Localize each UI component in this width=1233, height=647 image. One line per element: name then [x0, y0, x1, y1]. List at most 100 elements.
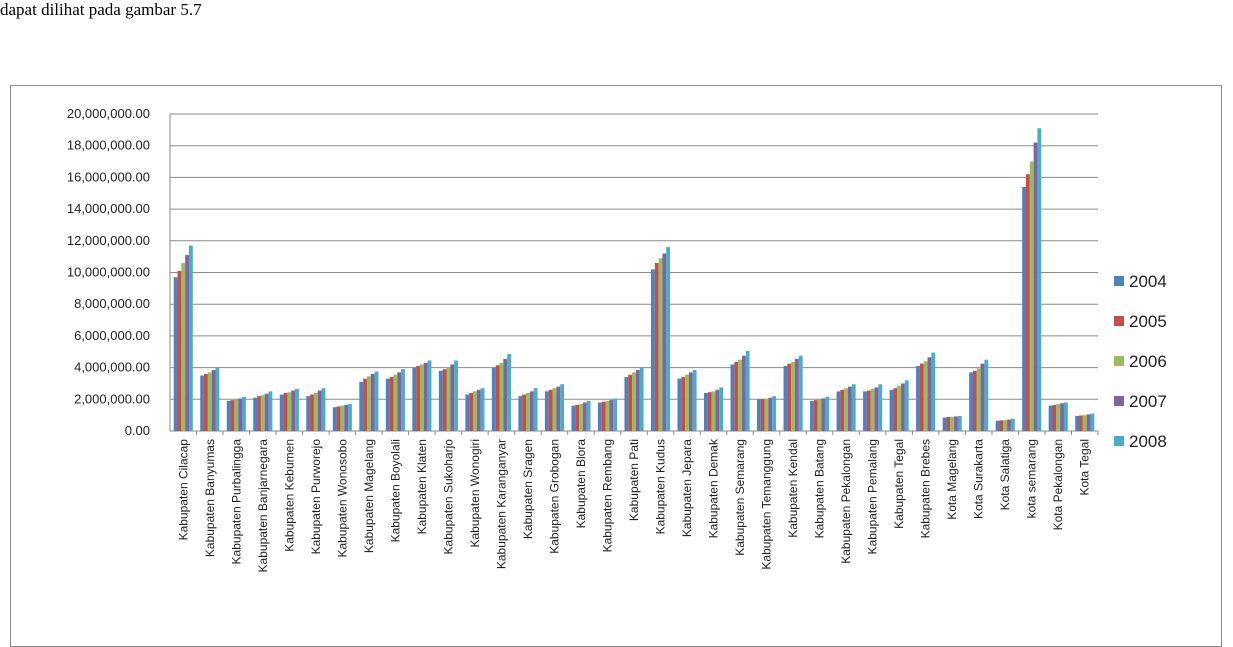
category-label: Kabupaten Blora [574, 439, 588, 529]
bar [825, 396, 830, 431]
legend-swatch [1114, 436, 1124, 446]
category-label: Kota Salatiga [998, 439, 1012, 511]
category-label: Kabupaten Karanganyar [494, 439, 508, 569]
bar [836, 391, 841, 432]
bar [450, 364, 455, 431]
category-label: Kota Tegal [1078, 439, 1092, 496]
bar [692, 369, 697, 431]
bar [794, 358, 799, 431]
bar [810, 400, 814, 431]
bar [230, 400, 235, 431]
bar [389, 377, 394, 431]
legend-label: 2008 [1129, 432, 1167, 451]
bar [950, 416, 955, 431]
bar [575, 404, 580, 431]
bar [438, 370, 443, 431]
bar [480, 388, 485, 431]
category-label: Kabupaten Banjarnegara [256, 439, 270, 573]
bar [715, 389, 720, 431]
bar [1090, 413, 1095, 431]
bar [757, 399, 761, 431]
legend-label: 2004 [1129, 272, 1167, 291]
bar [685, 374, 689, 431]
bar [719, 387, 724, 431]
category-label: Kabupaten Batang [813, 439, 827, 538]
bar [385, 378, 390, 431]
bar [666, 247, 671, 431]
bar [1063, 402, 1068, 431]
bar [173, 277, 178, 431]
bar [904, 380, 909, 431]
bar [340, 405, 345, 431]
bar [821, 398, 826, 431]
bar [976, 368, 981, 431]
bar [571, 405, 576, 431]
bar [927, 357, 932, 431]
legend-swatch [1114, 276, 1124, 286]
bar [704, 392, 708, 431]
y-tick-label: 18,000,000.00 [67, 138, 150, 153]
bar [242, 396, 246, 431]
bar [1075, 415, 1080, 431]
bar [234, 399, 239, 431]
bar [1052, 404, 1057, 431]
bar [295, 389, 299, 431]
y-tick-label: 14,000,000.00 [67, 201, 150, 216]
bar [957, 415, 962, 431]
bar [419, 364, 424, 431]
bar [544, 391, 549, 432]
bar [446, 367, 451, 431]
bar [1003, 420, 1008, 431]
bar [552, 388, 557, 431]
bar [650, 269, 655, 431]
category-label: Kota Pekalongan [1051, 439, 1065, 530]
bar [423, 362, 428, 431]
bar [287, 392, 292, 431]
category-label: Kabupaten Kebumen [282, 439, 296, 552]
bar [1086, 414, 1091, 431]
category-label: Kabupaten Demak [707, 438, 721, 538]
category-label: Kabupaten Pekalongan [839, 439, 853, 564]
category-label: Kabupaten Brebes [919, 439, 933, 538]
y-tick-label: 2,000,000.00 [74, 391, 150, 406]
bar [866, 390, 871, 431]
bar [1007, 419, 1011, 431]
legend-label: 2007 [1129, 392, 1167, 411]
bar [363, 378, 367, 431]
bar [586, 400, 591, 431]
bar [401, 369, 405, 431]
bar [1029, 161, 1034, 432]
bar [253, 397, 258, 431]
bar [764, 398, 769, 431]
bar [813, 400, 818, 431]
bar [560, 384, 564, 431]
y-tick-label: 8,000,000.00 [74, 296, 150, 311]
bar [283, 392, 288, 431]
bar [601, 401, 606, 431]
category-label: Kabupaten Purbalingga [229, 439, 243, 565]
bar [893, 388, 898, 431]
bar [605, 400, 610, 431]
bar [207, 372, 212, 431]
legend-swatch [1114, 316, 1124, 326]
bar [469, 392, 474, 431]
bar [397, 372, 402, 431]
bar [791, 362, 795, 431]
bar [1010, 418, 1015, 431]
category-label: Kabupaten Pati [627, 439, 641, 521]
category-label: Kabupaten Tegal [892, 439, 906, 529]
category-label: Kabupaten Wonosobo [335, 439, 349, 558]
bar [654, 262, 659, 431]
bar [495, 365, 500, 431]
bar [969, 372, 973, 431]
bar [306, 396, 311, 431]
y-tick-label: 10,000,000.00 [67, 265, 150, 280]
bar [1037, 128, 1042, 431]
bar [336, 406, 341, 431]
bar [211, 369, 216, 431]
bar [609, 400, 614, 431]
bar [393, 374, 398, 431]
bar [783, 366, 788, 431]
category-label: Kabupaten Wonogiri [468, 439, 482, 548]
bar [677, 378, 682, 431]
